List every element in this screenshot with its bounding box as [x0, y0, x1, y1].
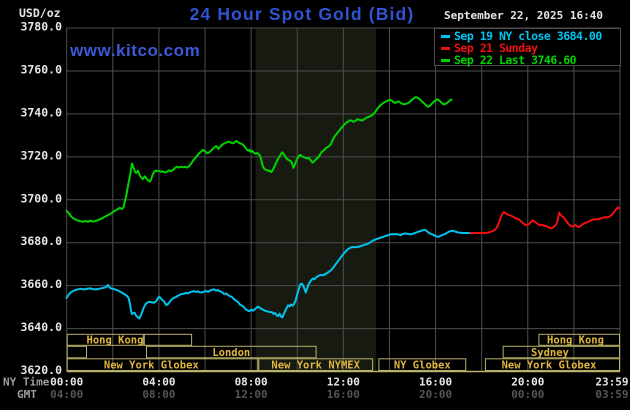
y-tick-label: 3700.0 [20, 191, 62, 205]
x-tick-gmt-label: 08:00 [142, 388, 175, 401]
x-tick-gmt-label: 16:00 [327, 388, 360, 401]
x-tick-ny-label: 08:00 [235, 376, 268, 389]
x-tick-ny-label: 04:00 [142, 376, 175, 389]
x-tick-gmt-label: 20:00 [419, 388, 452, 401]
x-tick-ny-label: 16:00 [419, 376, 452, 389]
legend-swatch-sep19-icon [441, 35, 450, 38]
x-tick-ny-label: 20:00 [511, 376, 544, 389]
y-tick-label: 3760.0 [20, 62, 62, 76]
legend-label: Sep 21 Sunday [454, 41, 538, 55]
series-sep-21-sunday [469, 206, 621, 234]
y-tick-label: 3640.0 [20, 320, 62, 334]
legend: Sep 19 NY close 3684.00 Sep 21 Sunday Se… [434, 28, 621, 66]
session-box [538, 333, 620, 346]
session-box [502, 345, 621, 359]
page-title: 24 Hour Spot Gold (Bid) [189, 4, 415, 24]
x-tick-ny-label: 12:00 [327, 376, 360, 389]
session-box [66, 358, 259, 371]
session-box [66, 333, 144, 346]
y-tick-label: 3720.0 [20, 148, 62, 162]
session-label: Hong Kong [547, 335, 604, 347]
legend-item-sep21: Sep 21 Sunday [435, 42, 620, 54]
legend-item-sep22: Sep 22 Last 3746.60 [435, 54, 620, 66]
y-tick-label: 3620.0 [20, 363, 62, 377]
gmt-axis-label: GMT [17, 388, 37, 401]
y-tick-label: 3660.0 [20, 277, 62, 291]
legend-item-sep19: Sep 19 NY close 3684.00 [435, 30, 620, 42]
x-tick-ny-label: 23:59 [595, 376, 628, 389]
y-tick-label: 3740.0 [20, 105, 62, 119]
datetime-label: September 22, 2025 16:40 [444, 9, 603, 22]
session-box [143, 333, 193, 346]
legend-swatch-sep22-icon [441, 59, 450, 62]
session-label: New York NYMEX [271, 359, 360, 371]
x-tick-ny-label: 00:00 [50, 376, 83, 389]
session-label: Hong Kong [87, 335, 144, 347]
session-box [258, 358, 374, 371]
kitco-watermark-link[interactable]: www.kitco.com [70, 41, 201, 60]
session-label: New York Globex [104, 359, 200, 371]
x-tick-gmt-label: 03:59 [595, 388, 628, 401]
unit-label: USD/oz [19, 6, 61, 20]
session-label: London [212, 347, 250, 359]
legend-label: Sep 19 NY close 3684.00 [454, 29, 602, 43]
x-tick-gmt-label: 04:00 [50, 388, 83, 401]
session-box [484, 358, 620, 371]
legend-swatch-sep21-icon [441, 47, 450, 50]
x-tick-gmt-label: 00:00 [511, 388, 544, 401]
session-label: NY Globex [394, 359, 452, 371]
legend-label: Sep 22 Last 3746.60 [454, 53, 577, 67]
session-label: Sydney [531, 347, 570, 359]
session-box [378, 358, 467, 371]
y-tick-label: 3780.0 [20, 20, 62, 34]
ny-time-axis-label: NY Time [3, 376, 50, 389]
session-label: New York Globex [502, 359, 598, 371]
session-box [146, 345, 317, 359]
y-tick-label: 3680.0 [20, 234, 62, 248]
x-tick-gmt-label: 12:00 [235, 388, 268, 401]
series-sep-22-last [65, 96, 453, 223]
session-box [66, 345, 87, 359]
series-sep-19-ny-close [65, 228, 472, 320]
